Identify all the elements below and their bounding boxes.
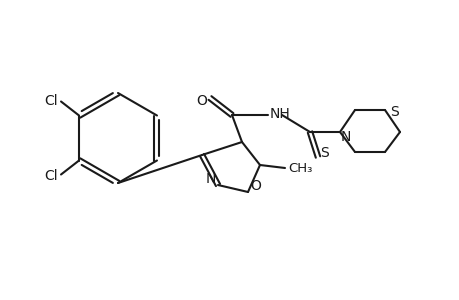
Text: O: O xyxy=(249,179,260,193)
Text: O: O xyxy=(196,94,207,108)
Text: CH₃: CH₃ xyxy=(287,161,312,175)
Text: N: N xyxy=(205,172,216,186)
Text: S: S xyxy=(389,105,398,119)
Text: N: N xyxy=(340,130,351,144)
Text: Cl: Cl xyxy=(45,169,58,182)
Text: NH: NH xyxy=(269,107,290,121)
Text: S: S xyxy=(319,146,328,160)
Text: Cl: Cl xyxy=(45,94,58,107)
